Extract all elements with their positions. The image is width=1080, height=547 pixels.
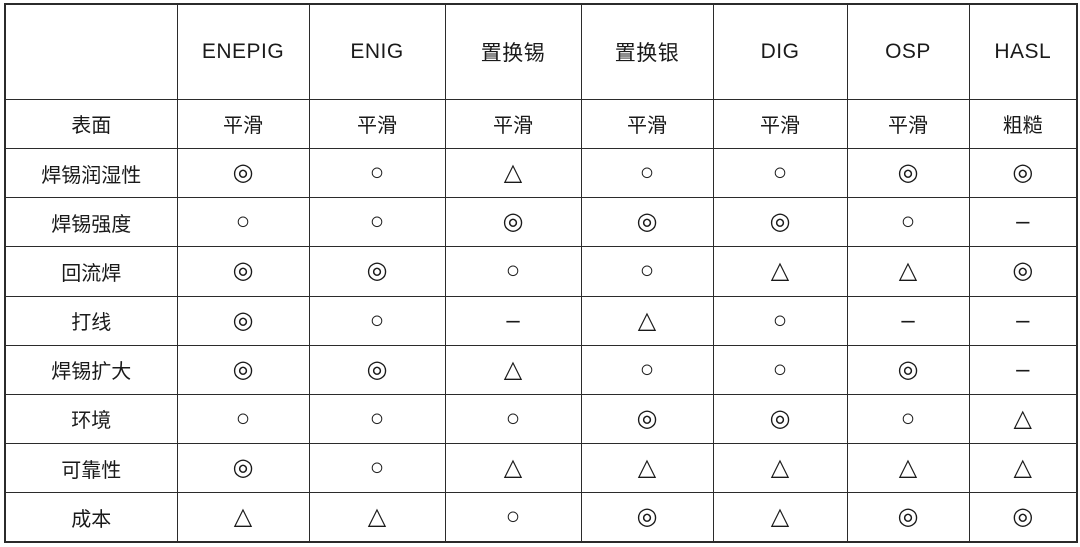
rating-cell: ◎: [580, 492, 714, 543]
rating-cell: ◎: [846, 148, 970, 199]
rating-cell: ◎: [308, 246, 446, 297]
row-label: 成本: [4, 492, 178, 543]
rating-cell: ○: [444, 393, 582, 445]
rating-cell: 平滑: [580, 98, 714, 150]
table-row-wire-bonding: 打线 ◎ ○ – △ ○ – –: [4, 295, 1078, 346]
rating-cell: 平滑: [308, 98, 446, 150]
rating-cell: ○: [308, 295, 446, 346]
rating-cell: ◎: [580, 197, 714, 248]
surface-finish-comparison-table: ENEPIG ENIG 置换锡 置换银 DIG OSP HASL 表面 平滑 平…: [4, 3, 1078, 543]
table-row-reliability: 可靠性 ◎ ○ △ △ △ △ △: [4, 443, 1078, 494]
rating-cell: –: [444, 295, 582, 346]
rating-cell: ◎: [176, 443, 310, 494]
rating-cell: ○: [308, 197, 446, 248]
rating-cell: 粗糙: [968, 98, 1078, 150]
row-label: 焊锡强度: [4, 197, 178, 248]
header-cell-osp: OSP: [846, 3, 970, 100]
row-label: 打线: [4, 295, 178, 346]
rating-cell: ◎: [444, 197, 582, 248]
rating-cell: △: [712, 443, 848, 494]
row-label: 焊锡扩大: [4, 344, 178, 395]
rating-cell: △: [712, 492, 848, 543]
rating-cell: △: [308, 492, 446, 543]
rating-cell: △: [968, 393, 1078, 445]
rating-cell: ◎: [580, 393, 714, 445]
row-label: 焊锡润湿性: [4, 148, 178, 199]
rating-cell: ○: [308, 393, 446, 445]
rating-cell: 平滑: [846, 98, 970, 150]
rating-cell: △: [580, 295, 714, 346]
rating-cell: ◎: [968, 246, 1078, 297]
rating-cell: ○: [712, 295, 848, 346]
rating-cell: ◎: [176, 246, 310, 297]
rating-cell: △: [444, 344, 582, 395]
rating-cell: –: [968, 197, 1078, 248]
rating-cell: ◎: [968, 148, 1078, 199]
rating-cell: ◎: [846, 344, 970, 395]
rating-cell: ◎: [176, 344, 310, 395]
rating-cell: ◎: [846, 492, 970, 543]
rating-cell: 平滑: [712, 98, 848, 150]
header-row: ENEPIG ENIG 置换锡 置换银 DIG OSP HASL: [4, 3, 1078, 100]
rating-cell: △: [176, 492, 310, 543]
rating-cell: ○: [176, 197, 310, 248]
table-row-surface: 表面 平滑 平滑 平滑 平滑 平滑 平滑 粗糙: [4, 98, 1078, 150]
rating-cell: ○: [580, 246, 714, 297]
rating-cell: ○: [580, 148, 714, 199]
rating-cell: ◎: [176, 148, 310, 199]
rating-cell: 平滑: [444, 98, 582, 150]
rating-cell: ○: [176, 393, 310, 445]
rating-cell: ◎: [308, 344, 446, 395]
rating-cell: –: [846, 295, 970, 346]
rating-cell: ○: [712, 148, 848, 199]
rating-cell: ◎: [176, 295, 310, 346]
header-cell-blank: [4, 3, 178, 100]
table-row-solder-strength: 焊锡强度 ○ ○ ◎ ◎ ◎ ○ –: [4, 197, 1078, 248]
rating-cell: △: [712, 246, 848, 297]
rating-cell: △: [444, 443, 582, 494]
table-row-solder-spread: 焊锡扩大 ◎ ◎ △ ○ ○ ◎ –: [4, 344, 1078, 395]
header-cell-imm-tin: 置换锡: [444, 3, 582, 100]
table-row-environment: 环境 ○ ○ ○ ◎ ◎ ○ △: [4, 393, 1078, 445]
rating-cell: ◎: [712, 393, 848, 445]
rating-cell: ○: [444, 246, 582, 297]
rating-cell: ○: [846, 393, 970, 445]
rating-cell: ◎: [712, 197, 848, 248]
rating-cell: ○: [580, 344, 714, 395]
row-label: 表面: [4, 98, 178, 150]
table-row-cost: 成本 △ △ ○ ◎ △ ◎ ◎: [4, 492, 1078, 543]
header-cell-enig: ENIG: [308, 3, 446, 100]
header-cell-enepig: ENEPIG: [176, 3, 310, 100]
rating-cell: 平滑: [176, 98, 310, 150]
rating-cell: ○: [712, 344, 848, 395]
header-cell-dig: DIG: [712, 3, 848, 100]
rating-cell: ◎: [968, 492, 1078, 543]
rating-cell: △: [846, 246, 970, 297]
table-row-solder-wettability: 焊锡润湿性 ◎ ○ △ ○ ○ ◎ ◎: [4, 148, 1078, 199]
rating-cell: △: [968, 443, 1078, 494]
rating-cell: ○: [846, 197, 970, 248]
rating-cell: ○: [308, 443, 446, 494]
row-label: 可靠性: [4, 443, 178, 494]
row-label: 回流焊: [4, 246, 178, 297]
rating-cell: –: [968, 295, 1078, 346]
rating-cell: –: [968, 344, 1078, 395]
rating-cell: △: [444, 148, 582, 199]
table-row-reflow: 回流焊 ◎ ◎ ○ ○ △ △ ◎: [4, 246, 1078, 297]
rating-cell: △: [846, 443, 970, 494]
rating-cell: ○: [444, 492, 582, 543]
header-cell-hasl: HASL: [968, 3, 1078, 100]
rating-cell: ○: [308, 148, 446, 199]
row-label: 环境: [4, 393, 178, 445]
header-cell-imm-silver: 置换银: [580, 3, 714, 100]
rating-cell: △: [580, 443, 714, 494]
